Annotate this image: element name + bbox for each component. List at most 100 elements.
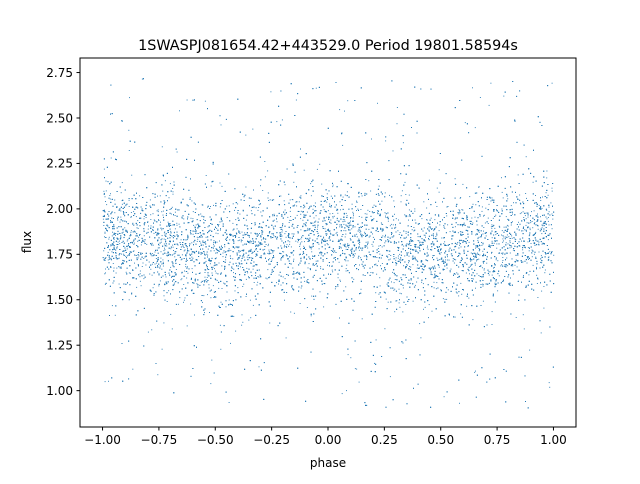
data-point	[399, 292, 401, 294]
data-point	[358, 249, 360, 251]
data-point	[331, 265, 333, 267]
data-point	[143, 258, 145, 259]
data-point	[531, 256, 533, 258]
data-point	[179, 110, 180, 112]
data-point	[157, 195, 158, 197]
data-point	[307, 267, 309, 269]
data-point	[511, 246, 513, 248]
data-point	[301, 241, 303, 243]
data-point	[225, 259, 227, 261]
data-point	[252, 128, 254, 130]
data-point	[468, 245, 469, 246]
data-point	[129, 97, 130, 99]
data-point	[200, 253, 202, 255]
data-point	[462, 225, 463, 227]
data-point	[167, 221, 169, 223]
data-point	[527, 241, 529, 243]
data-point	[340, 195, 342, 197]
data-point	[173, 232, 175, 234]
data-point	[306, 211, 308, 213]
data-point	[139, 235, 140, 236]
data-point	[205, 260, 207, 262]
data-point	[267, 245, 269, 247]
data-point	[548, 256, 550, 258]
data-point	[163, 295, 165, 297]
data-point	[202, 301, 203, 303]
data-point	[436, 238, 438, 240]
data-point	[394, 288, 396, 290]
data-point	[546, 218, 548, 220]
data-point	[245, 296, 247, 297]
data-point	[172, 191, 174, 193]
data-point	[333, 234, 335, 236]
data-point	[406, 264, 408, 266]
data-point	[297, 210, 299, 212]
data-point	[398, 247, 400, 249]
data-point	[392, 150, 394, 152]
data-point	[281, 226, 283, 228]
data-point	[120, 266, 122, 268]
data-point	[245, 186, 247, 188]
data-point	[535, 195, 536, 196]
data-point	[396, 123, 398, 125]
data-point	[315, 87, 317, 89]
data-point	[358, 381, 360, 383]
data-point	[406, 215, 408, 217]
data-point	[342, 144, 344, 146]
data-point	[162, 190, 164, 192]
data-point	[104, 236, 105, 238]
data-point	[522, 261, 524, 263]
data-point	[220, 124, 222, 126]
data-point	[241, 324, 243, 326]
data-point	[391, 232, 393, 234]
data-point	[370, 190, 372, 192]
data-point	[284, 184, 286, 186]
data-point	[350, 220, 351, 222]
data-point	[249, 241, 250, 243]
data-point	[398, 288, 400, 290]
data-point	[113, 267, 115, 269]
data-point	[103, 250, 105, 252]
data-point	[432, 243, 434, 245]
data-point	[185, 266, 187, 268]
data-point	[160, 241, 162, 243]
data-point	[351, 228, 353, 230]
data-point	[362, 235, 364, 236]
data-point	[360, 288, 362, 290]
data-point	[199, 262, 201, 264]
data-point	[240, 250, 241, 252]
data-point	[107, 259, 109, 261]
data-point	[272, 252, 274, 254]
data-point	[408, 262, 409, 264]
data-point	[248, 236, 250, 238]
data-point	[357, 208, 359, 210]
data-point	[454, 218, 456, 220]
data-point	[109, 198, 111, 200]
data-point	[411, 229, 413, 231]
data-point	[316, 168, 318, 170]
data-point	[105, 257, 107, 259]
data-point	[436, 232, 438, 234]
data-point	[452, 258, 454, 259]
data-point	[109, 195, 111, 196]
data-point	[300, 229, 302, 231]
data-point	[183, 301, 184, 303]
data-point	[440, 289, 442, 291]
data-point	[262, 190, 264, 191]
data-point	[173, 250, 174, 251]
data-point	[104, 231, 106, 233]
data-point	[394, 241, 396, 243]
data-point	[202, 230, 204, 231]
data-point	[503, 95, 505, 97]
data-point	[189, 231, 191, 233]
data-point	[553, 254, 555, 256]
data-point	[475, 204, 477, 206]
data-point	[458, 241, 460, 243]
data-point	[210, 297, 212, 299]
data-point	[241, 314, 243, 316]
data-point	[254, 224, 256, 226]
data-point	[550, 202, 552, 204]
data-point	[105, 180, 107, 182]
data-point	[249, 257, 251, 259]
data-point	[532, 264, 534, 266]
